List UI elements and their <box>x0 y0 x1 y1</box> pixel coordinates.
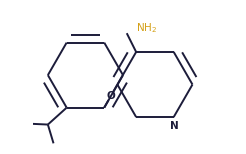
Text: N: N <box>170 121 179 131</box>
Text: O: O <box>107 91 115 101</box>
Text: NH$_2$: NH$_2$ <box>136 22 157 35</box>
